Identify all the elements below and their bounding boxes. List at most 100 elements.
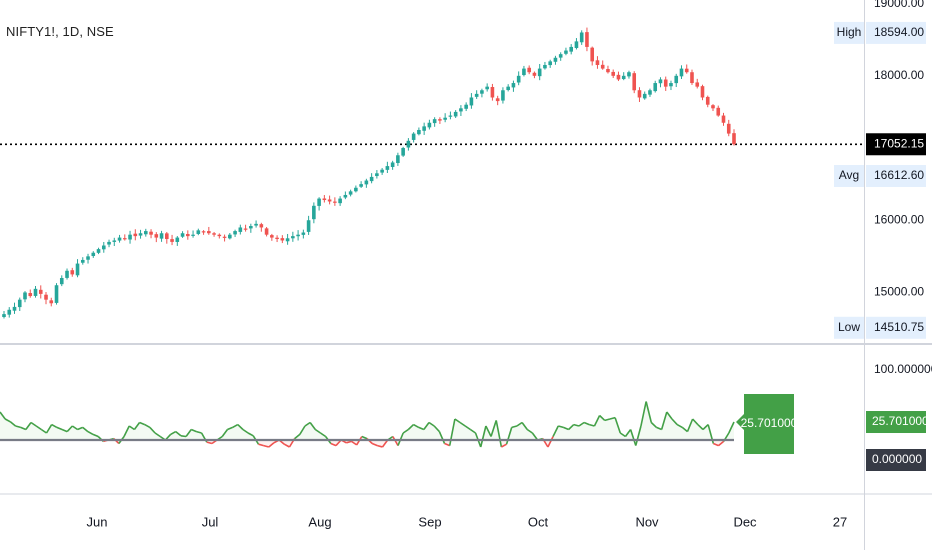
candle-body — [138, 233, 143, 236]
candle — [595, 56, 600, 69]
avg-value-bg — [866, 165, 926, 188]
candle — [280, 235, 285, 244]
candle — [705, 95, 710, 108]
osc-line-segment — [128, 425, 135, 431]
osc-line-segment — [676, 423, 683, 429]
osc-zero-bg — [866, 449, 926, 471]
last-price-bg — [866, 133, 926, 156]
candle — [117, 234, 122, 243]
candle-body — [91, 252, 96, 257]
candle — [327, 195, 332, 205]
osc-fill-segment — [604, 419, 610, 440]
osc-fill-segment — [666, 412, 672, 440]
candle — [501, 87, 505, 104]
high-label: High — [837, 25, 862, 39]
candle — [170, 234, 174, 246]
candle — [600, 60, 605, 70]
candle — [558, 52, 563, 61]
candle-body — [385, 166, 390, 170]
osc-fill-segment — [227, 427, 233, 440]
candle — [254, 220, 258, 228]
candle-body — [343, 194, 348, 198]
candle — [474, 90, 479, 99]
candle-body — [275, 237, 279, 240]
osc-fill-segment — [599, 415, 605, 440]
osc-fill-segment — [646, 401, 652, 440]
osc-value-text: 25.701000 — [872, 414, 929, 428]
osc-line-segment — [428, 421, 435, 427]
osc-line-segment — [526, 428, 533, 434]
osc-line-segment — [444, 442, 451, 447]
candle-body — [600, 64, 605, 69]
price-tick-label: 19000.00 — [874, 0, 924, 10]
candle-body — [590, 47, 595, 62]
candle-body — [511, 83, 516, 88]
osc-line-segment — [123, 425, 130, 437]
osc-value-badge: 25.701000 — [866, 411, 929, 434]
osc-fill-segment — [46, 424, 52, 440]
osc-line-segment — [552, 425, 559, 437]
candle-body — [705, 96, 710, 105]
osc-line-segment — [20, 426, 27, 431]
osc-fill-segment — [284, 440, 290, 447]
candle — [301, 229, 306, 239]
candle-body — [401, 148, 405, 156]
candle — [33, 285, 38, 298]
candle-body — [375, 173, 379, 177]
osc-line-segment — [268, 442, 275, 448]
candle — [175, 236, 180, 246]
candle — [159, 230, 164, 242]
candle — [49, 297, 54, 307]
candle-body — [12, 306, 17, 311]
candle — [522, 65, 526, 77]
candle — [669, 80, 673, 91]
osc-fill-segment — [232, 424, 238, 440]
candle — [527, 65, 531, 75]
candle-body — [243, 228, 248, 230]
osc-fill-segment — [5, 419, 11, 440]
osc-line-segment — [501, 443, 507, 448]
candle — [390, 160, 395, 170]
osc-line-segment — [82, 426, 89, 433]
candle-body — [259, 224, 264, 228]
candle-body — [658, 79, 663, 84]
candle — [516, 71, 521, 86]
osc-fill-segment — [82, 427, 88, 440]
osc-line-segment — [149, 426, 156, 434]
candle — [690, 69, 694, 85]
osc-line-segment — [258, 443, 264, 447]
osc-line-segment — [196, 430, 202, 434]
candle — [396, 152, 400, 166]
candle — [616, 71, 621, 82]
candle-body — [312, 205, 316, 220]
osc-line-segment — [299, 425, 306, 435]
candle-body — [627, 72, 631, 77]
osc-fill-segment — [713, 440, 719, 446]
osc-callout: 25.701000 — [736, 394, 798, 455]
candle — [80, 257, 85, 265]
candle-body — [59, 278, 64, 285]
osc-line-segment — [666, 411, 673, 420]
candle — [401, 146, 405, 157]
candle — [543, 61, 547, 70]
candle — [564, 47, 568, 56]
osc-line-segment — [66, 425, 73, 433]
time-axis-label: Dec — [733, 514, 757, 529]
candle-body — [159, 233, 164, 239]
candle-body — [117, 237, 122, 241]
candle-body — [616, 74, 621, 80]
candle-body — [574, 41, 579, 49]
candle-body — [238, 227, 243, 232]
osc-line-segment — [656, 426, 662, 431]
osc-line-segment — [190, 428, 197, 433]
candle-body — [133, 233, 138, 237]
osc-fill-segment — [594, 415, 600, 440]
osc-callout-bg — [736, 394, 794, 455]
last-price-value: 17052.15 — [874, 136, 924, 150]
candle — [7, 307, 12, 318]
candle — [732, 129, 736, 146]
osc-line-segment — [448, 418, 456, 446]
osc-line-segment — [77, 426, 84, 431]
